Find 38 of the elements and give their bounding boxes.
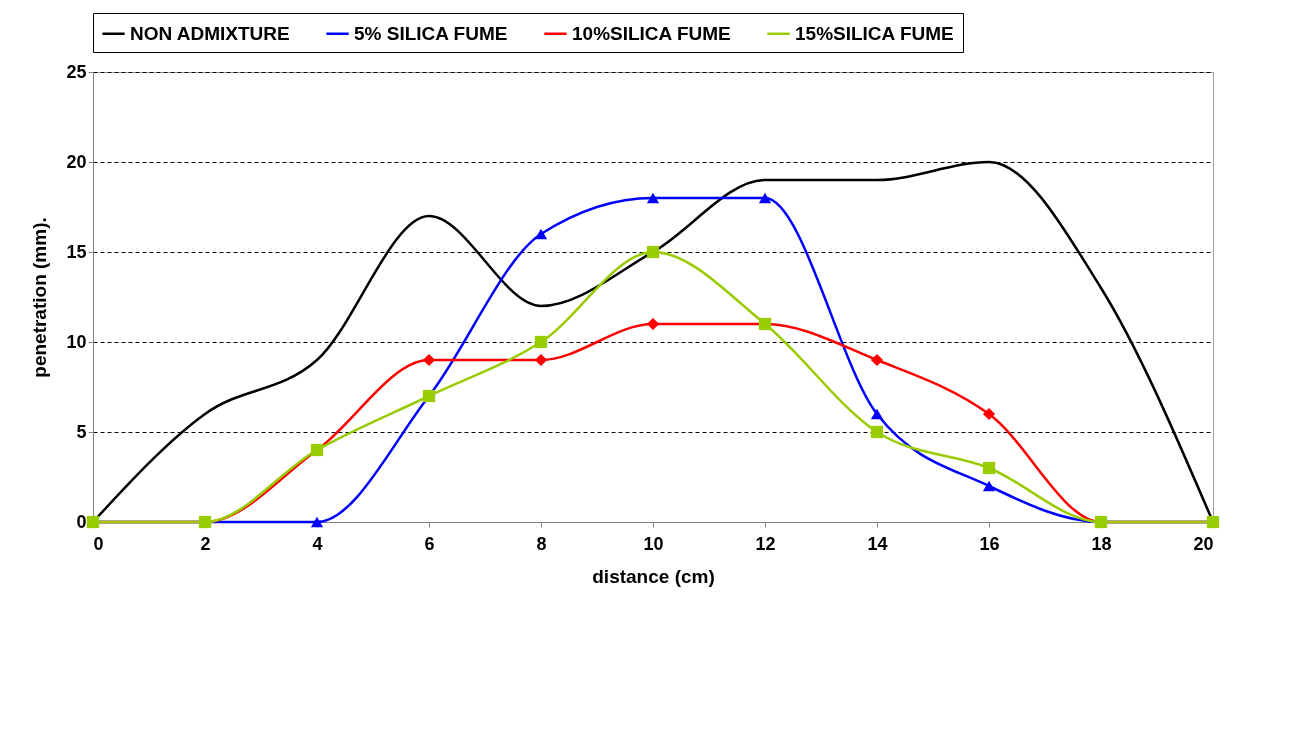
point xyxy=(646,245,660,259)
legend-label: 5% SILICA FUME xyxy=(354,22,508,44)
x-tick-label: 0 xyxy=(93,533,104,554)
x-tick-label: 14 xyxy=(867,533,888,554)
point xyxy=(870,408,884,420)
y-axis-title: penetration (mm). xyxy=(29,217,51,378)
y-tick-label: 5 xyxy=(76,421,87,442)
y-tick-label: 25 xyxy=(66,61,87,82)
point xyxy=(310,516,324,528)
x-tick-label: 18 xyxy=(1091,533,1112,554)
point xyxy=(758,192,772,204)
legend-label: 10%SILICA FUME xyxy=(572,22,731,44)
x-axis-title: distance (cm) xyxy=(592,565,715,587)
point xyxy=(982,461,996,475)
point xyxy=(422,353,436,367)
point xyxy=(646,317,660,331)
y-tick-label: 20 xyxy=(66,151,87,172)
y-tick-label: 10 xyxy=(66,331,87,352)
point xyxy=(646,192,660,204)
point xyxy=(534,335,548,349)
x-tick-label: 12 xyxy=(755,533,776,554)
x-tick-label: 16 xyxy=(979,533,1000,554)
point xyxy=(534,353,548,367)
x-tick-label: 8 xyxy=(536,533,547,554)
point xyxy=(982,480,996,492)
legend-label: NON ADMIXTURE xyxy=(130,22,290,44)
x-tick-label: 20 xyxy=(1193,533,1214,554)
x-tick-label: 6 xyxy=(424,533,435,554)
legend-label: 15%SILICA FUME xyxy=(795,22,954,44)
x-tick-label: 2 xyxy=(200,533,211,554)
point xyxy=(534,228,548,240)
point xyxy=(870,425,884,439)
y-tick-label: 15 xyxy=(66,241,87,262)
point xyxy=(982,407,996,421)
x-tick-label: 10 xyxy=(643,533,664,554)
x-tick-label: 4 xyxy=(312,533,323,554)
y-tick-label: 0 xyxy=(76,511,87,532)
point xyxy=(870,353,884,367)
